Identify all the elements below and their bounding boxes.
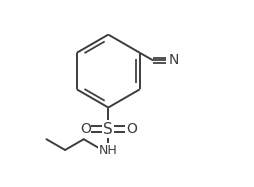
Text: S: S — [103, 122, 113, 137]
Text: N: N — [168, 53, 179, 67]
Text: NH: NH — [99, 144, 118, 157]
Text: O: O — [80, 122, 91, 136]
Text: O: O — [126, 122, 137, 136]
